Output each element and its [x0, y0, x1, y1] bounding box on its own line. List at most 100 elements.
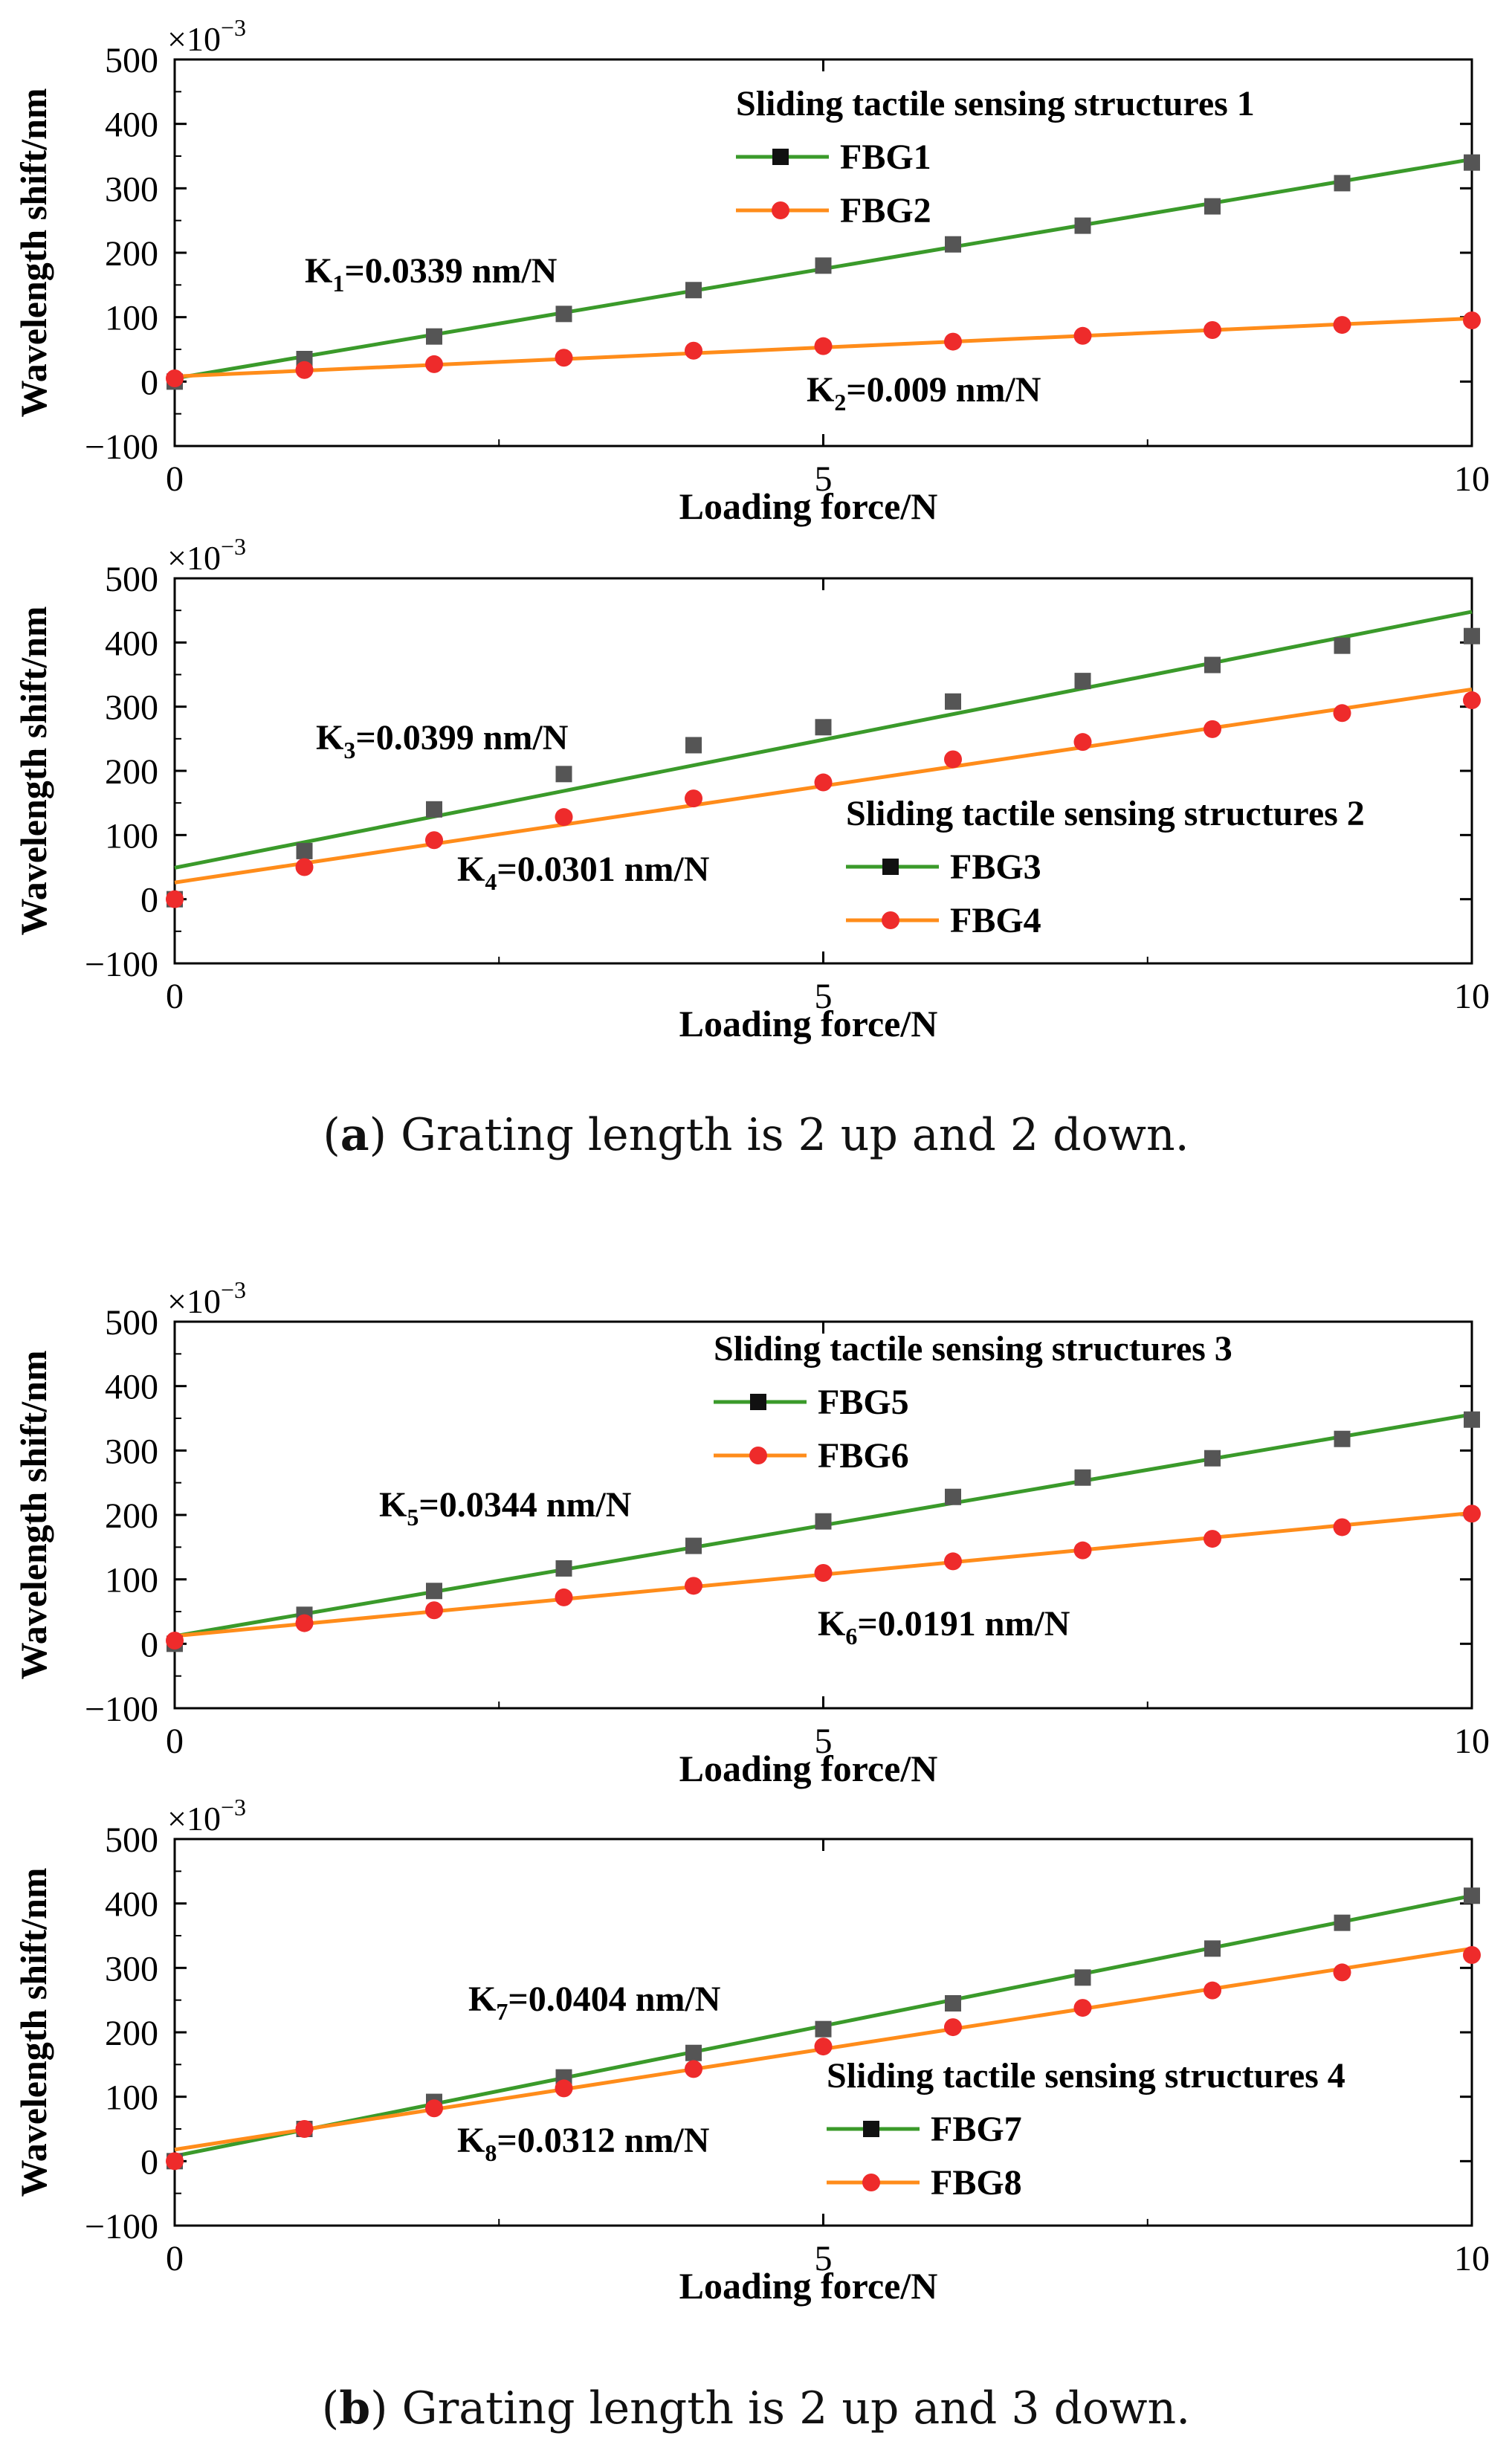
data-point-fbg1 — [426, 328, 442, 345]
slope-annotation-subscript: 4 — [485, 868, 497, 895]
y-tick-label: 400 — [105, 1885, 158, 1925]
scale-label: ×10−3 — [167, 1794, 246, 1838]
slope-annotation-subscript: 2 — [834, 389, 846, 416]
data-point-fbg7 — [685, 2044, 702, 2061]
data-point-fbg2 — [555, 349, 573, 367]
slope-annotation-fbg5: K5=0.0344 nm/N — [379, 1485, 632, 1531]
y-tick-label: 200 — [105, 1496, 158, 1536]
data-point-fbg4 — [1463, 691, 1481, 710]
legend-marker-fbg3 — [882, 859, 899, 875]
y-tick-label: 500 — [105, 1303, 158, 1342]
legend-label-fbg1: FBG1 — [840, 138, 931, 177]
caption-b-label: (b) — [321, 2382, 388, 2434]
y-tick-label: 200 — [105, 234, 158, 274]
y-tick-label: 300 — [105, 1432, 158, 1471]
x-axis-label: Loading force/N — [679, 485, 938, 527]
data-point-fbg7 — [945, 1995, 961, 2012]
y-axis-label: Wavelength shift/nm — [13, 88, 54, 417]
data-point-fbg3 — [1204, 656, 1221, 673]
data-point-fbg5 — [945, 1488, 961, 1505]
data-point-fbg5 — [685, 1537, 702, 1554]
data-point-fbg3 — [815, 719, 832, 736]
y-tick-label: 300 — [105, 1949, 158, 1988]
legend-title: Sliding tactile sensing structures 2 — [846, 794, 1365, 833]
y-tick-label: 200 — [105, 752, 158, 792]
data-point-fbg6 — [166, 1632, 184, 1649]
data-point-fbg6 — [685, 1577, 702, 1595]
data-point-fbg5 — [1464, 1411, 1480, 1428]
y-tick-label: 300 — [105, 688, 158, 728]
y-tick-label: 500 — [105, 1820, 158, 1860]
x-tick-label: 10 — [1454, 2239, 1490, 2278]
data-point-fbg3 — [1074, 673, 1091, 690]
legend-marker-fbg4 — [882, 911, 899, 929]
x-tick-label: 0 — [166, 1722, 184, 1761]
data-point-fbg6 — [555, 1588, 573, 1606]
y-tick-label: 400 — [105, 106, 158, 145]
data-point-fbg5 — [815, 1513, 832, 1530]
data-point-fbg6 — [295, 1614, 314, 1632]
y-tick-label: 0 — [140, 363, 158, 402]
legend-label-fbg8: FBG8 — [931, 2163, 1022, 2203]
data-point-fbg5 — [1334, 1430, 1351, 1447]
y-tick-label: −100 — [85, 1690, 158, 1729]
slope-annotation-fbg1: K1=0.0339 nm/N — [305, 251, 558, 297]
slope-annotation-subscript: 3 — [343, 737, 355, 763]
data-point-fbg4 — [555, 808, 573, 827]
data-point-fbg2 — [1073, 326, 1092, 345]
scale-exponent: −3 — [221, 14, 246, 41]
x-tick-label: 0 — [166, 459, 184, 499]
data-point-fbg8 — [425, 2099, 443, 2118]
slope-annotation-value: =0.0404 nm/N — [508, 1980, 720, 2019]
scale-label: ×10−3 — [167, 1276, 246, 1320]
data-point-fbg3 — [1334, 637, 1351, 654]
y-tick-label: 500 — [105, 560, 158, 599]
data-point-fbg2 — [295, 361, 314, 379]
x-axis-label: Loading force/N — [679, 2265, 938, 2307]
legend-marker-fbg1 — [772, 149, 789, 165]
data-point-fbg1 — [555, 306, 572, 323]
data-point-fbg7 — [1074, 1969, 1091, 1986]
x-axis-label: Loading force/N — [679, 1748, 938, 1789]
data-point-fbg4 — [1204, 720, 1221, 738]
data-point-fbg7 — [1464, 1887, 1480, 1904]
x-tick-label: 0 — [166, 977, 184, 1016]
legend-label-fbg2: FBG2 — [840, 191, 931, 230]
legend-title: Sliding tactile sensing structures 4 — [827, 2056, 1345, 2096]
slope-annotation-value: =0.0301 nm/N — [497, 850, 709, 889]
x-tick-label: 5 — [815, 1722, 833, 1761]
x-tick-label: 10 — [1454, 1722, 1490, 1761]
y-tick-label: 100 — [105, 2078, 158, 2118]
legend-marker-fbg8 — [862, 2174, 880, 2191]
data-point-fbg1 — [1334, 175, 1351, 192]
x-tick-label: 10 — [1454, 459, 1490, 499]
y-axis-label: Wavelength shift/nm — [13, 1867, 54, 2197]
y-tick-label: 400 — [105, 1368, 158, 1407]
data-point-fbg2 — [944, 332, 962, 351]
data-point-fbg6 — [944, 1552, 962, 1571]
scale-label: ×10−3 — [167, 14, 246, 58]
slope-annotation-subscript: 1 — [332, 270, 344, 297]
y-tick-label: −100 — [85, 2207, 158, 2246]
legend-label-fbg7: FBG7 — [931, 2110, 1022, 2149]
data-point-fbg2 — [1333, 316, 1351, 335]
caption-b-text: Grating length is 2 up and 3 down. — [401, 2382, 1191, 2434]
caption-a-text: Grating length is 2 up and 2 down. — [401, 1109, 1189, 1161]
data-point-fbg4 — [166, 890, 184, 908]
slope-annotation-subscript: 8 — [485, 2139, 497, 2166]
data-point-fbg8 — [1463, 1946, 1481, 1964]
plot-frame — [173, 577, 1473, 965]
data-point-fbg8 — [295, 2120, 314, 2138]
legend-title: Sliding tactile sensing structures 1 — [736, 84, 1255, 123]
scale-exponent: −3 — [221, 1276, 246, 1303]
caption-a: (a) Grating length is 2 up and 2 down. — [0, 1109, 1512, 1161]
x-tick-label: 10 — [1454, 977, 1490, 1016]
data-point-fbg3 — [426, 801, 442, 818]
scale-exponent: −3 — [221, 533, 246, 560]
slope-annotation-value: =0.0339 nm/N — [344, 251, 557, 291]
data-point-fbg1 — [685, 282, 702, 299]
data-point-fbg8 — [1204, 1981, 1221, 2000]
